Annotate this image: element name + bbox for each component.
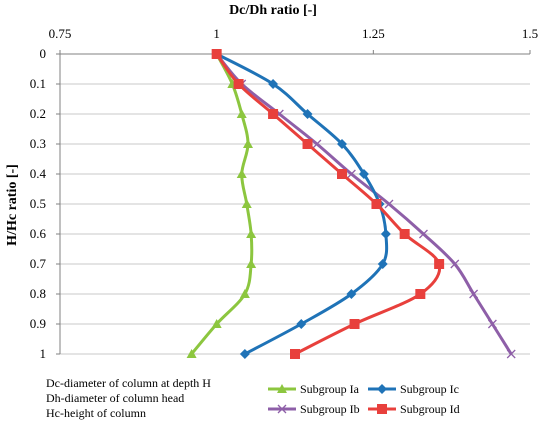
data-point-subgroup-ic-9 bbox=[296, 319, 307, 329]
data-series bbox=[186, 49, 516, 359]
y-tick-label-6: 0.6 bbox=[30, 226, 47, 241]
data-point-subgroup-id-6 bbox=[399, 229, 410, 239]
legend-item-subgroup-ia: Subgroup Ia bbox=[268, 382, 360, 396]
y-tick-label-3: 0.3 bbox=[30, 136, 46, 151]
x-tick-label-2: 1.25 bbox=[362, 26, 385, 41]
data-point-subgroup-id-1 bbox=[233, 79, 244, 89]
legend-marker-subgroup-ic bbox=[377, 384, 387, 394]
y-tick-label-1: 0.1 bbox=[30, 76, 46, 91]
legend: Subgroup Ia Subgroup Ib Subgroup Ic Subgrou… bbox=[268, 382, 460, 416]
data-point-subgroup-ia-3 bbox=[243, 139, 253, 148]
y-tick-label-4: 0.4 bbox=[30, 166, 47, 181]
data-point-subgroup-id-7 bbox=[434, 259, 445, 269]
data-point-subgroup-ic-6 bbox=[380, 229, 391, 239]
note-2: Hc-height of column bbox=[46, 406, 146, 420]
data-point-subgroup-ia-4 bbox=[236, 169, 247, 178]
x-tick-label-3: 1.5 bbox=[522, 26, 538, 41]
x-tick-label-0: 0.75 bbox=[49, 26, 72, 41]
data-point-subgroup-ia-10 bbox=[186, 349, 197, 358]
legend-item-subgroup-ic: Subgroup Ic bbox=[368, 382, 459, 396]
y-tick-label-7: 0.7 bbox=[30, 256, 47, 271]
data-point-subgroup-ib-3 bbox=[312, 139, 322, 149]
gridlines bbox=[60, 53, 530, 355]
legend-item-subgroup-id: Subgroup Id bbox=[368, 402, 460, 416]
data-point-subgroup-ia-5 bbox=[241, 199, 252, 208]
x-tick-label-1: 1 bbox=[213, 26, 220, 41]
data-point-subgroup-ia-2 bbox=[236, 109, 247, 118]
legend-marker-subgroup-id bbox=[377, 404, 387, 414]
legend-label-subgroup-ib: Subgroup Ib bbox=[300, 402, 360, 416]
y-tick-label-0: 0 bbox=[40, 46, 47, 61]
definition-notes: Dc-diameter of column at depth HDh-diame… bbox=[46, 376, 211, 420]
data-point-subgroup-ic-7 bbox=[377, 259, 388, 269]
y-tick-label-8: 0.8 bbox=[30, 286, 46, 301]
legend-label-subgroup-ic: Subgroup Ic bbox=[400, 382, 459, 396]
legend-marker-subgroup-ia bbox=[277, 384, 287, 393]
data-point-subgroup-ib-9 bbox=[487, 319, 497, 329]
data-point-subgroup-id-5 bbox=[371, 199, 382, 209]
note-0: Dc-diameter of column at depth H bbox=[46, 376, 211, 390]
legend-item-subgroup-ib: Subgroup Ib bbox=[268, 402, 360, 416]
data-point-subgroup-ia-7 bbox=[246, 259, 257, 268]
data-point-subgroup-ib-8 bbox=[469, 289, 479, 299]
data-point-subgroup-ia-6 bbox=[246, 229, 257, 238]
y-tick-label-5: 0.5 bbox=[30, 196, 46, 211]
x-axis-title: Dc/Dh ratio [-] bbox=[229, 3, 317, 18]
data-point-subgroup-ib-6 bbox=[419, 229, 428, 239]
data-point-subgroup-id-0 bbox=[211, 49, 222, 59]
data-point-subgroup-id-9 bbox=[349, 319, 360, 329]
y-tick-label-2: 0.2 bbox=[30, 106, 46, 121]
data-point-subgroup-id-4 bbox=[337, 169, 347, 179]
data-point-subgroup-ib-5 bbox=[384, 199, 394, 209]
series-subgroup-id bbox=[211, 49, 445, 359]
data-point-subgroup-id-10 bbox=[290, 349, 300, 359]
data-point-subgroup-ic-3 bbox=[337, 139, 347, 149]
legend-label-subgroup-id: Subgroup Id bbox=[400, 402, 460, 416]
data-point-subgroup-ic-2 bbox=[302, 109, 313, 119]
legend-marker-subgroup-ib bbox=[277, 404, 287, 414]
data-point-subgroup-ic-1 bbox=[268, 79, 279, 89]
data-point-subgroup-id-2 bbox=[268, 109, 279, 119]
y-axis-title: H/Hc ratio [-] bbox=[5, 164, 20, 246]
data-point-subgroup-id-8 bbox=[415, 289, 426, 299]
y-tick-label-9: 0.9 bbox=[30, 316, 46, 331]
data-point-subgroup-ic-4 bbox=[358, 169, 369, 179]
data-point-subgroup-ia-8 bbox=[239, 289, 250, 298]
data-point-subgroup-ic-10 bbox=[239, 349, 250, 359]
tick-labels: 0.75 1 1.25 1.5 0 0.1 0.2 0.3 0.4 0.5 0.6 0.7 0.8 0.9… bbox=[30, 26, 538, 361]
legend-label-subgroup-ia: Subgroup Ia bbox=[300, 382, 360, 396]
data-point-subgroup-ib-4 bbox=[346, 169, 356, 179]
data-point-subgroup-ib-7 bbox=[450, 259, 460, 269]
data-point-subgroup-id-3 bbox=[302, 139, 313, 149]
note-1: Dh-diameter of column head bbox=[46, 391, 184, 405]
data-point-subgroup-ib-10 bbox=[506, 349, 516, 359]
data-point-subgroup-ic-8 bbox=[346, 289, 357, 299]
axes bbox=[56, 50, 531, 355]
data-point-subgroup-ia-9 bbox=[211, 319, 222, 328]
series-subgroup-ia bbox=[186, 49, 257, 358]
y-tick-label-10: 1 bbox=[40, 346, 47, 361]
